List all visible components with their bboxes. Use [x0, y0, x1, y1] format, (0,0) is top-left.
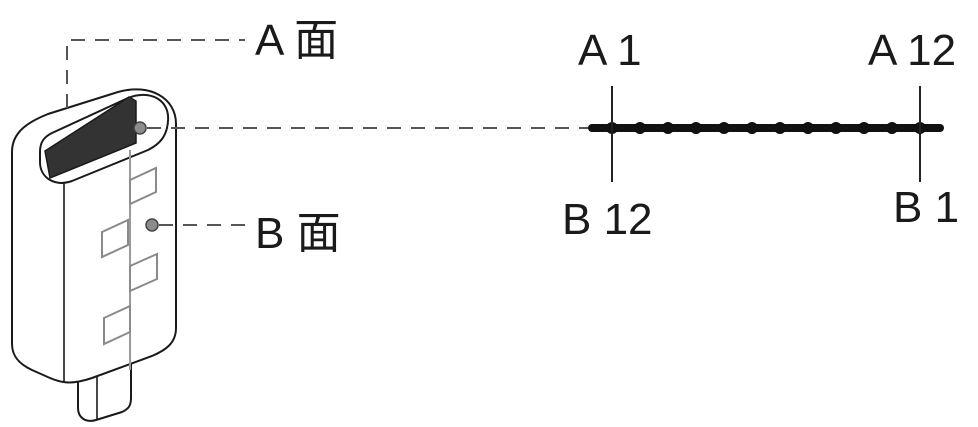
contact-dot [690, 122, 702, 134]
connector [11, 88, 177, 422]
contact-row [588, 86, 944, 182]
pin-pad [101, 218, 129, 259]
connector-tongue [44, 96, 137, 180]
contact-dot [662, 122, 674, 134]
pin-b12-label: B 12 [562, 195, 653, 244]
contact-dot [774, 122, 786, 134]
contact-dot [802, 122, 814, 134]
face-b-marker-dot [145, 218, 159, 232]
pin-b1-label: B 1 [893, 183, 959, 232]
contact-dot [830, 122, 842, 134]
contact-dot [634, 122, 646, 134]
tongue-marker-dot [133, 121, 147, 135]
face-a-label: A 面 [255, 16, 338, 65]
pin-pad [103, 304, 131, 346]
pin-pad [129, 252, 158, 293]
contact-dot [718, 122, 730, 134]
pin-a12-label: A 12 [868, 26, 956, 75]
contact-dot [886, 122, 898, 134]
pin-pad [129, 166, 157, 206]
contact-dot [858, 122, 870, 134]
face-b-label: B 面 [255, 209, 341, 258]
contact-dot [746, 122, 758, 134]
pin-a1-label: A 1 [578, 26, 642, 75]
